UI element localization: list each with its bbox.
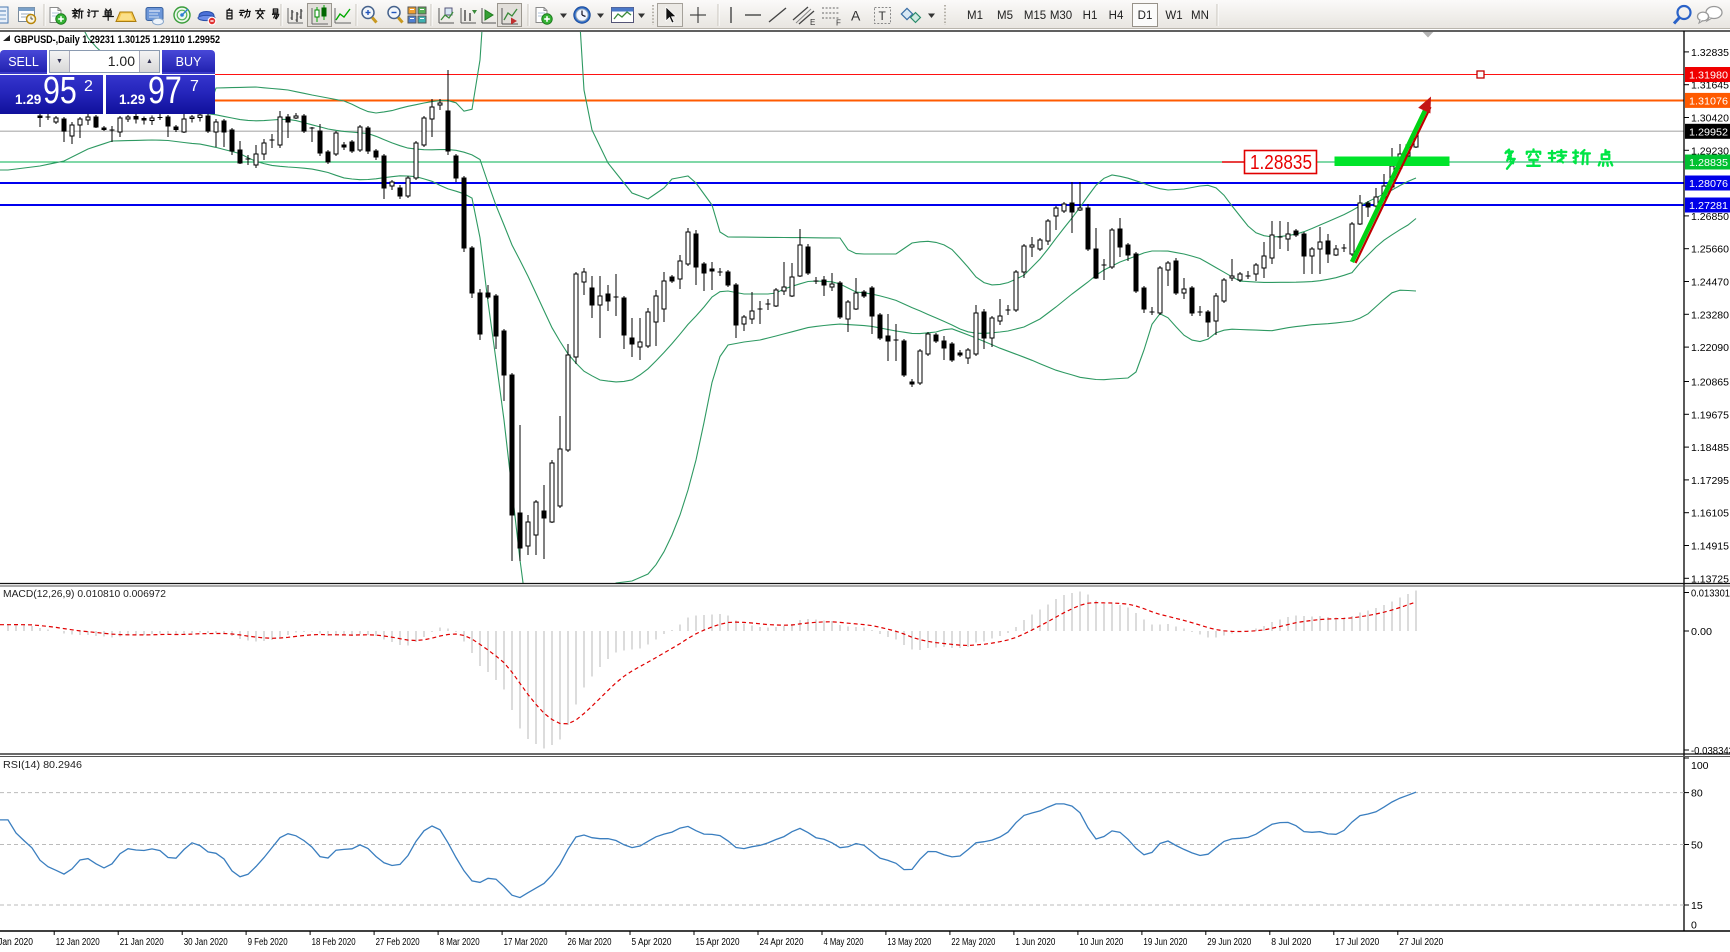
svg-text:M5: M5 (997, 10, 1013, 22)
svg-text:M15: M15 (1024, 10, 1046, 22)
svg-text:0: 0 (1691, 920, 1697, 932)
svg-text:9 Feb 2020: 9 Feb 2020 (248, 937, 288, 948)
svg-text:15: 15 (1691, 900, 1703, 912)
svg-text:13 May 2020: 13 May 2020 (887, 937, 931, 948)
svg-text:1.22090: 1.22090 (1691, 342, 1729, 354)
svg-text:22 May 2020: 22 May 2020 (951, 937, 995, 948)
svg-text:1.32835: 1.32835 (1691, 47, 1729, 59)
svg-text:1.29230: 1.29230 (1691, 145, 1729, 157)
svg-text:RSI(14) 80.2946: RSI(14) 80.2946 (3, 759, 82, 771)
svg-text:19 Jun 2020: 19 Jun 2020 (1143, 937, 1187, 948)
svg-text:27 Feb 2020: 27 Feb 2020 (376, 937, 420, 948)
svg-text:8 Jul 2020: 8 Jul 2020 (1271, 937, 1311, 948)
svg-text:1.13725: 1.13725 (1691, 573, 1729, 585)
svg-text:1.18485: 1.18485 (1691, 442, 1729, 454)
svg-text:1.28835: 1.28835 (1689, 157, 1728, 169)
svg-text:1.16105: 1.16105 (1691, 508, 1729, 520)
svg-text:M1: M1 (967, 10, 983, 22)
svg-text:8 Mar 2020: 8 Mar 2020 (440, 937, 480, 948)
svg-text:MACD(12,26,9) 0.010810 0.00697: MACD(12,26,9) 0.010810 0.006972 (3, 588, 166, 600)
svg-text:1.31980: 1.31980 (1689, 70, 1728, 82)
svg-text:D1: D1 (1138, 10, 1153, 22)
svg-text:18 Feb 2020: 18 Feb 2020 (312, 937, 356, 948)
svg-text:H1: H1 (1083, 10, 1098, 22)
svg-text:1.28835: 1.28835 (1250, 152, 1312, 174)
svg-text:1.25660: 1.25660 (1691, 244, 1729, 256)
svg-text:H4: H4 (1109, 10, 1124, 22)
svg-text:26 Mar 2020: 26 Mar 2020 (568, 937, 612, 948)
svg-text:15 Apr 2020: 15 Apr 2020 (696, 937, 740, 948)
svg-text:-0.038343: -0.038343 (1691, 745, 1730, 757)
svg-text:17 Mar 2020: 17 Mar 2020 (504, 937, 548, 948)
svg-text:MN: MN (1191, 10, 1209, 22)
svg-text:1.30420: 1.30420 (1691, 113, 1729, 125)
svg-text:0.013301: 0.013301 (1691, 588, 1730, 600)
svg-text:W1: W1 (1165, 10, 1182, 22)
svg-text:1.26850: 1.26850 (1691, 211, 1729, 223)
svg-text:80: 80 (1691, 788, 1703, 800)
svg-text:1.31076: 1.31076 (1689, 95, 1728, 107)
svg-text:E: E (810, 18, 815, 27)
svg-text:1.24470: 1.24470 (1691, 277, 1729, 289)
svg-text:M30: M30 (1050, 10, 1072, 22)
svg-text:1.27281: 1.27281 (1689, 200, 1728, 212)
svg-text:1.29952: 1.29952 (1689, 126, 1728, 138)
svg-text:12 Jan 2020: 12 Jan 2020 (56, 937, 100, 948)
svg-text:24 Apr 2020: 24 Apr 2020 (760, 937, 804, 948)
svg-text:2 Jan 2020: 2 Jan 2020 (0, 937, 33, 948)
svg-text:A: A (851, 8, 861, 24)
svg-text:29 Jun 2020: 29 Jun 2020 (1207, 937, 1251, 948)
svg-text:17 Jul 2020: 17 Jul 2020 (1335, 937, 1379, 948)
svg-text:5 Apr 2020: 5 Apr 2020 (632, 937, 672, 948)
svg-text:0.00: 0.00 (1691, 626, 1712, 638)
svg-text:1.19675: 1.19675 (1691, 409, 1729, 421)
svg-text:1.20865: 1.20865 (1691, 377, 1729, 389)
svg-text:1.17295: 1.17295 (1691, 475, 1729, 487)
svg-text:T: T (879, 9, 887, 23)
svg-text:1 Jun 2020: 1 Jun 2020 (1015, 937, 1055, 948)
svg-text:10 Jun 2020: 10 Jun 2020 (1079, 937, 1123, 948)
svg-text:1.28076: 1.28076 (1689, 178, 1728, 190)
svg-text:21 Jan 2020: 21 Jan 2020 (120, 937, 164, 948)
svg-text:F: F (836, 19, 841, 28)
svg-text:30 Jan 2020: 30 Jan 2020 (184, 937, 228, 948)
svg-text:50: 50 (1691, 840, 1703, 852)
svg-text:27 Jul 2020: 27 Jul 2020 (1399, 937, 1443, 948)
svg-text:1.14915: 1.14915 (1691, 541, 1729, 553)
svg-text:4 May 2020: 4 May 2020 (824, 937, 864, 948)
svg-text:GBPUSD-,Daily 1.29231 1.30125: GBPUSD-,Daily 1.29231 1.30125 1.29110 1.… (14, 34, 220, 46)
svg-text:1.31645: 1.31645 (1691, 80, 1729, 92)
svg-text:100: 100 (1691, 760, 1709, 772)
svg-text:1.23280: 1.23280 (1691, 309, 1729, 321)
